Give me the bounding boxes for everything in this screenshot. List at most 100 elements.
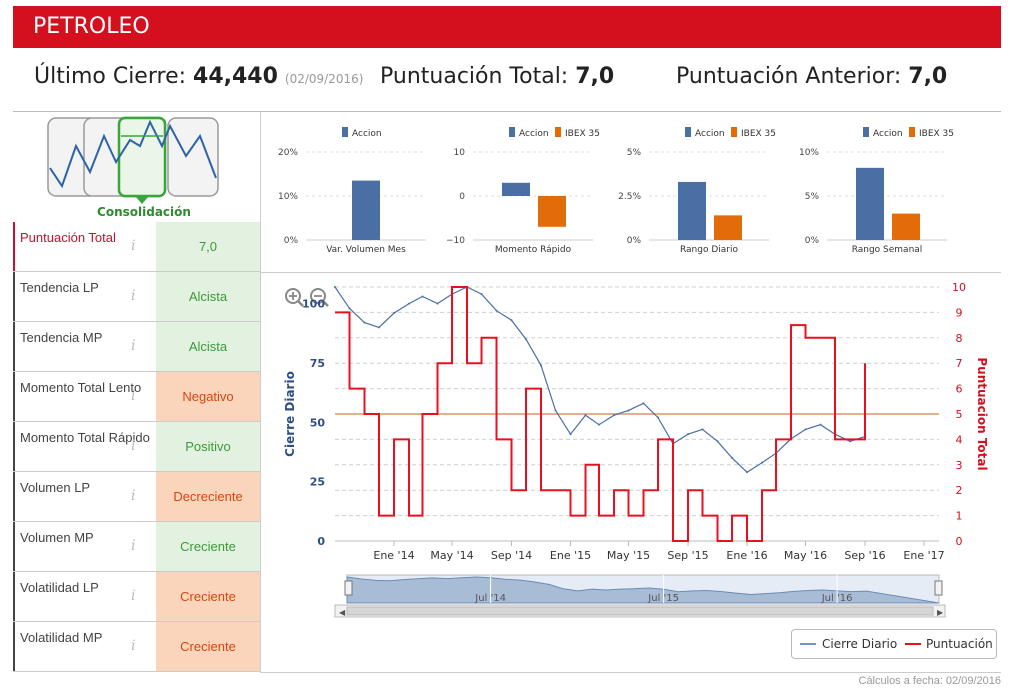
y-tick-label: 0 — [317, 535, 325, 548]
indicator-row: Tendencia LP i Alcista — [13, 272, 260, 322]
y-tick-label: 100 — [302, 298, 325, 311]
page-title: PETROLEO — [33, 14, 150, 39]
x-tick-label: Ene '14 — [373, 549, 414, 562]
zoom-out-icon[interactable] — [310, 288, 329, 307]
data-point-cierre — [598, 423, 601, 426]
legend-label: Accion — [352, 129, 382, 139]
info-icon[interactable]: i — [131, 488, 136, 504]
y-axis-title: Cierre Diario — [283, 371, 297, 457]
legend-swatch — [509, 127, 515, 137]
data-point-cierre — [363, 321, 366, 324]
y2-tick-label: 3 — [956, 459, 963, 472]
y2-axis-title: Puntuacion Total — [975, 357, 989, 470]
bar — [714, 215, 742, 240]
data-point-cierre — [334, 286, 336, 288]
series-line-cierre — [334, 286, 866, 473]
y-tick-label: 10% — [278, 192, 298, 202]
indicator-label: Puntuación Total — [13, 222, 156, 271]
y-tick-label: 0% — [284, 236, 299, 246]
y-tick-label: 5% — [805, 192, 820, 202]
indicator-value: Positivo — [156, 422, 260, 471]
indicator-label: Volumen LP — [13, 472, 156, 521]
info-icon[interactable]: i — [131, 338, 136, 354]
legend-puntuacion-label[interactable]: Puntuación — [926, 637, 993, 651]
info-icon[interactable]: i — [131, 588, 136, 604]
info-icon[interactable]: i — [131, 388, 136, 404]
x-tick-label: May '16 — [784, 549, 827, 562]
x-tick-label: Sep '16 — [844, 549, 885, 562]
data-point-cierre — [480, 293, 483, 296]
legend-swatch — [685, 127, 691, 137]
legend-label: IBEX 35 — [741, 129, 776, 139]
y-tick-label: 0% — [627, 236, 642, 246]
scroll-right-arrow-icon: ▶ — [937, 608, 944, 617]
y2-tick-label: 0 — [956, 535, 963, 548]
y2-tick-label: 8 — [956, 332, 963, 345]
legend-label: Accion — [695, 129, 725, 139]
info-icon[interactable]: i — [131, 538, 136, 554]
y-tick-label: 20% — [278, 148, 298, 158]
indicator-label: Momento Total Rápido — [13, 422, 156, 471]
indicator-row: Volatilidad MP i Creciente — [13, 622, 260, 672]
data-point-cierre — [701, 428, 704, 431]
x-tick-label: Ene '15 — [550, 549, 591, 562]
data-point-cierre — [687, 433, 690, 436]
phase-label: Consolidación — [97, 205, 191, 219]
mini-bar-charts: Accion 20% 10% 0% Var. Volumen Mes Accion IBEX… — [278, 127, 954, 255]
y2-tick-label: 4 — [956, 433, 963, 446]
data-point-cierre — [348, 307, 351, 310]
indicator-value: Alcista — [156, 272, 260, 321]
y2-tick-label: 2 — [956, 484, 963, 497]
data-point-cierre — [525, 338, 528, 341]
indicator-row: Puntuación Total i 7,0 — [13, 222, 260, 272]
y-tick-label: 2.5% — [618, 192, 641, 202]
indicator-row: Volumen MP i Creciente — [13, 522, 260, 572]
navigator-tick-label: Jul '16 — [821, 593, 853, 604]
data-point-cierre — [761, 461, 764, 464]
info-icon[interactable]: i — [131, 638, 136, 654]
legend-swatch — [863, 127, 869, 137]
indicator-label: Volumen MP — [13, 522, 156, 571]
navigator-handle-right[interactable] — [934, 580, 943, 596]
data-point-cierre — [510, 319, 513, 322]
y-tick-label: 0 — [459, 192, 465, 202]
bar — [892, 213, 920, 240]
legend-cierre-label[interactable]: Cierre Diario — [822, 637, 897, 651]
scroll-left-arrow-icon: ◀ — [339, 608, 346, 617]
data-point-cierre — [819, 423, 822, 426]
indicator-label: Tendencia MP — [13, 322, 156, 371]
navigator-handle-left-grip — [344, 580, 353, 596]
indicator-label: Tendencia LP — [13, 272, 156, 321]
info-icon[interactable]: i — [131, 438, 136, 454]
divider — [260, 272, 1001, 273]
data-point-cierre — [804, 428, 807, 431]
legend-label: IBEX 35 — [919, 129, 954, 139]
x-tick-label: Sep '15 — [667, 549, 708, 562]
legend-label: Accion — [873, 129, 903, 139]
x-axis-label: Rango Diario — [680, 245, 739, 255]
data-point-cierre — [569, 433, 572, 436]
zoom-in-icon[interactable] — [285, 288, 304, 307]
divider — [260, 672, 1001, 673]
ultimo-cierre: Último Cierre: 44,440 (02/09/2016) — [34, 64, 363, 89]
puntuacion-anterior: Puntuación Anterior: 7,0 — [676, 64, 947, 89]
indicator-value: Creciente — [156, 522, 260, 571]
navigator-handle-right-grip — [934, 580, 943, 596]
ultimo-cierre-label: Último Cierre: — [34, 64, 187, 89]
puntuacion-total: Puntuación Total: 7,0 — [380, 64, 614, 89]
y2-tick-label: 1 — [956, 510, 963, 523]
legend-swatch — [909, 127, 915, 137]
indicator-value: Decreciente — [156, 472, 260, 521]
navigator-handle-left[interactable] — [344, 580, 353, 596]
data-point-cierre — [378, 326, 381, 329]
info-icon[interactable]: i — [131, 238, 136, 254]
info-icon[interactable]: i — [131, 288, 136, 304]
data-point-cierre — [407, 302, 410, 305]
x-tick-label: Ene '16 — [726, 549, 767, 562]
y2-tick-label: 5 — [956, 408, 963, 421]
legend-label: IBEX 35 — [565, 129, 600, 139]
data-point-cierre — [436, 302, 439, 305]
scrollbar[interactable]: ◀ ▶ — [334, 604, 946, 618]
data-point-cierre — [746, 471, 749, 474]
